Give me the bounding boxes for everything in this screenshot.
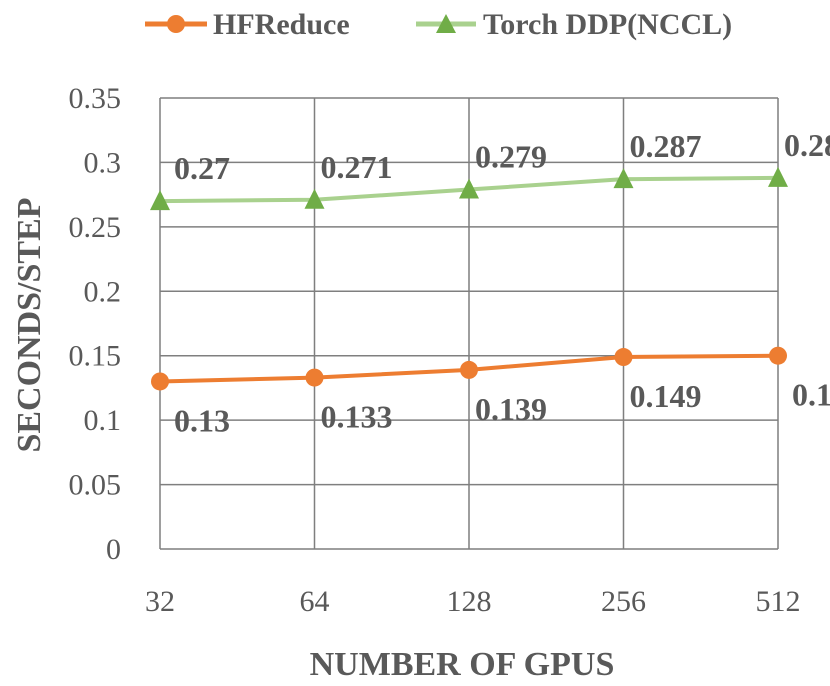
legend-marker-hfreduce — [167, 15, 185, 33]
data-point — [305, 368, 324, 387]
data-point — [459, 178, 479, 199]
y-tick-label: 0 — [106, 533, 121, 566]
y-axis-title: SECONDS/STEP — [11, 197, 48, 452]
data-label: 0.271 — [321, 149, 393, 185]
data-label: 0.288 — [784, 127, 830, 163]
x-tick-label: 64 — [300, 585, 330, 618]
y-tick-label: 0.05 — [69, 469, 122, 502]
y-axis-ticks: 0 0.05 0.1 0.15 0.2 0.25 0.3 0.35 — [69, 82, 122, 566]
data-label: 0.139 — [475, 391, 547, 427]
legend: HFReduce Torch DDP(NCCL) — [145, 8, 732, 41]
data-label: 0.279 — [475, 138, 547, 174]
data-point — [304, 188, 325, 209]
data-label: 0.149 — [630, 378, 702, 414]
x-tick-label: 256 — [601, 585, 646, 618]
legend-item-hfreduce: HFReduce — [145, 8, 350, 41]
x-axis-ticks: 32 64 128 256 512 — [145, 585, 801, 618]
data-label: 0.287 — [630, 128, 702, 164]
data-point — [613, 168, 634, 189]
data-point — [460, 360, 478, 379]
data-label: 0.15 — [792, 377, 830, 413]
legend-label-hfreduce: HFReduce — [213, 8, 350, 41]
data-point — [150, 190, 170, 211]
y-tick-label: 0.25 — [69, 211, 122, 244]
x-axis-title: NUMBER OF GPUS — [310, 646, 615, 683]
series-layer — [150, 166, 788, 391]
data-label: 0.133 — [321, 399, 393, 435]
data-point — [614, 348, 633, 367]
y-tick-label: 0.15 — [69, 340, 122, 373]
x-tick-label: 128 — [447, 585, 492, 618]
legend-item-torch-ddp: Torch DDP(NCCL) — [416, 8, 732, 41]
legend-marker-torch-ddp — [436, 14, 456, 33]
data-label: 0.27 — [174, 150, 230, 186]
y-tick-label: 0.3 — [84, 146, 122, 179]
x-tick-label: 32 — [145, 585, 175, 618]
gridlines — [159, 97, 779, 550]
x-tick-label: 512 — [756, 585, 801, 618]
y-tick-label: 0.1 — [84, 404, 122, 437]
data-labels: 0.13 0.133 0.139 0.149 0.15 0.27 0.271 0.279 0.2… — [174, 127, 830, 439]
legend-label-torch-ddp: Torch DDP(NCCL) — [483, 8, 732, 41]
data-point — [769, 346, 787, 365]
y-tick-label: 0.2 — [84, 275, 122, 308]
data-point — [151, 372, 169, 391]
data-label: 0.13 — [174, 402, 230, 438]
data-point — [768, 166, 788, 187]
y-tick-label: 0.35 — [69, 82, 122, 115]
